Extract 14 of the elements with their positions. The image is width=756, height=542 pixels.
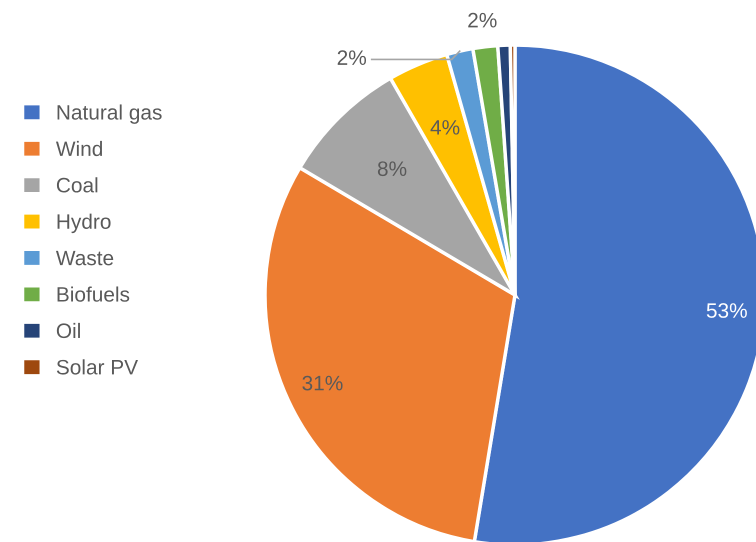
legend-label: Oil: [56, 322, 80, 338]
legend-label: Natural gas: [58, 104, 162, 124]
data-label: 2%: [338, 50, 366, 65]
legend-label: Wind: [56, 140, 102, 156]
data-label: 4%: [430, 120, 460, 135]
data-label: 8%: [378, 161, 406, 176]
legend-label: Biofuels: [58, 286, 130, 302]
data-label: 2%: [468, 12, 497, 28]
legend-label: Coal: [56, 177, 98, 193]
legend-label: Solar PV: [56, 359, 138, 375]
data-label: 53%: [706, 303, 747, 318]
legend-label: Waste: [56, 250, 114, 266]
data-label: 31%: [302, 376, 343, 390]
legend-label: Hydro: [58, 214, 111, 234]
